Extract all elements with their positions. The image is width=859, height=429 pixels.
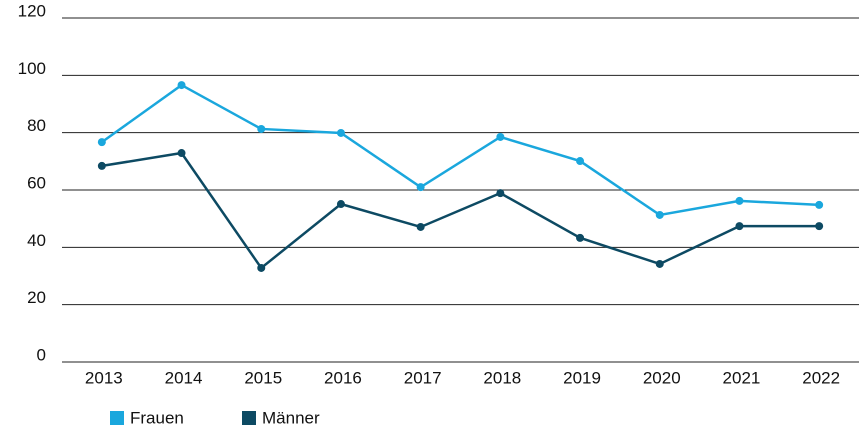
- x-tick-label: 2018: [483, 368, 521, 387]
- y-tick-label: 120: [18, 1, 46, 20]
- data-point: [416, 222, 425, 231]
- data-point: [336, 200, 345, 209]
- legend-swatch: [110, 411, 124, 425]
- data-point: [97, 161, 106, 170]
- x-tick-label: 2013: [85, 368, 123, 387]
- data-point: [735, 222, 744, 231]
- legend-label: Frauen: [130, 408, 184, 427]
- data-point: [177, 81, 186, 90]
- series-line: [101, 83, 820, 217]
- data-point: [336, 128, 345, 137]
- data-point: [655, 259, 664, 268]
- data-point: [257, 124, 266, 133]
- data-point: [257, 263, 266, 272]
- y-tick-label: 100: [18, 59, 46, 78]
- x-tick-label: 2020: [643, 368, 681, 387]
- data-point: [576, 233, 585, 242]
- data-point: [815, 200, 824, 209]
- data-point: [655, 210, 664, 219]
- y-tick-label: 20: [27, 288, 46, 307]
- x-tick-label: 2016: [324, 368, 362, 387]
- x-tick-label: 2019: [563, 368, 601, 387]
- data-point: [576, 157, 585, 166]
- series-line: [101, 151, 820, 270]
- x-tick-label: 2015: [244, 368, 282, 387]
- legend-label: Männer: [262, 408, 320, 427]
- y-tick-label: 0: [37, 345, 46, 364]
- x-tick-label: 2021: [723, 368, 761, 387]
- x-tick-label: 2014: [165, 368, 203, 387]
- data-point: [177, 149, 186, 158]
- data-point: [496, 132, 505, 141]
- y-tick-label: 40: [27, 231, 46, 250]
- data-point: [815, 222, 824, 231]
- x-tick-label: 2022: [802, 368, 840, 387]
- y-tick-label: 60: [27, 173, 46, 192]
- data-point: [735, 196, 744, 205]
- y-tick-label: 80: [27, 116, 46, 135]
- data-point: [416, 183, 425, 192]
- data-point: [97, 138, 106, 147]
- data-point: [496, 189, 505, 198]
- x-tick-label: 2017: [404, 368, 442, 387]
- legend-swatch: [242, 411, 256, 425]
